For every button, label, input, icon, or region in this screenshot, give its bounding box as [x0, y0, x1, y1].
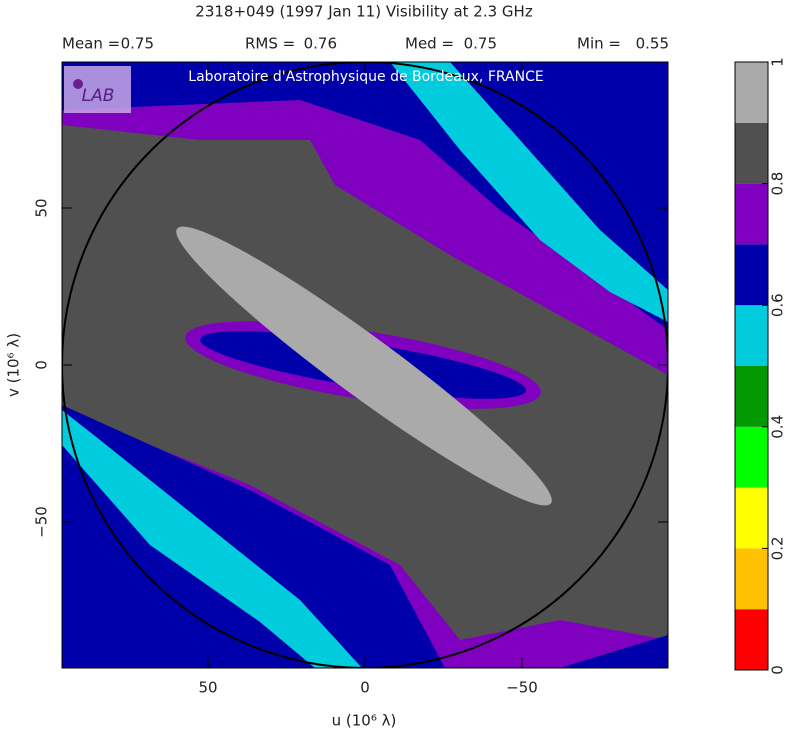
- stat-value: 0.55: [636, 35, 669, 53]
- stat-value: 0.75: [121, 35, 154, 53]
- x-tick-label: −50: [506, 679, 538, 697]
- x-tick-label: 0: [360, 679, 370, 697]
- y-tick-label: 50: [33, 198, 51, 217]
- colorbar-segment: [735, 244, 768, 305]
- colorbar-tick-label: 0: [769, 665, 786, 675]
- colorbar-tick-label: 0.6: [769, 293, 786, 317]
- colorbar-segment: [735, 548, 768, 609]
- colorbar-tick-label: 0.2: [769, 536, 786, 560]
- stat-value: 0.76: [304, 35, 337, 53]
- colorbar-tick-label: 1: [769, 57, 786, 67]
- y-tick-label: 0: [33, 360, 51, 370]
- colorbar-segment: [735, 184, 768, 245]
- y-axis-label: v (10⁶ λ): [5, 333, 23, 397]
- stat-label: Med =: [405, 35, 454, 53]
- colorbar-segment: [735, 123, 768, 184]
- colorbar-segment: [735, 488, 768, 549]
- logo-text: LAB: [82, 86, 115, 106]
- y-tick-label: −50: [33, 506, 51, 538]
- stat-value: 0.75: [464, 35, 497, 53]
- colorbar-segment: [735, 427, 768, 488]
- colorbar-tick-label: 0.4: [769, 415, 786, 439]
- stat-label: RMS =: [245, 35, 295, 53]
- colorbar-segment: [735, 305, 768, 366]
- x-axis-label: u (10⁶ λ): [332, 712, 397, 730]
- contour-map: [62, 62, 668, 668]
- colorbar-segment: [735, 366, 768, 427]
- stat-label: Mean =: [62, 35, 120, 53]
- colorbar-tick-label: 0.8: [769, 172, 786, 196]
- chart-title: 2318+049 (1997 Jan 11) Visibility at 2.3…: [195, 3, 533, 21]
- colorbar-segment: [735, 609, 768, 670]
- colorbar-segment: [735, 62, 768, 123]
- stat-label: Min =: [577, 35, 621, 53]
- watermark: Laboratoire d'Astrophysique de Bordeaux,…: [188, 69, 543, 85]
- x-tick-label: 50: [198, 679, 217, 697]
